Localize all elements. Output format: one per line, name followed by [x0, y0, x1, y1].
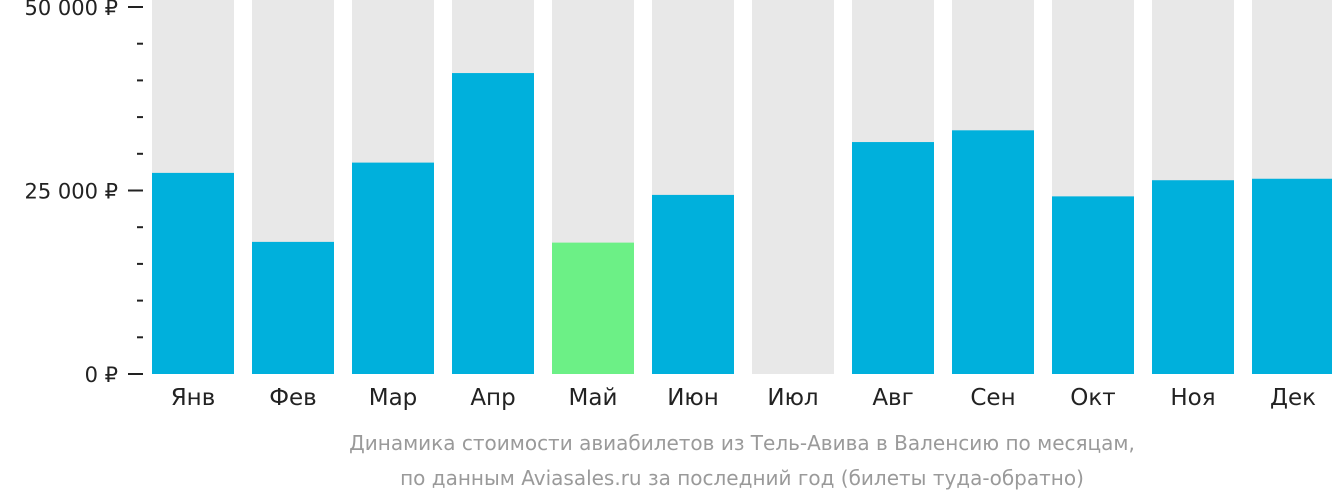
- bar-9: [952, 130, 1034, 374]
- price-bars: [152, 73, 1332, 374]
- caption-line-1: Динамика стоимости авиабилетов из Тель-А…: [349, 431, 1135, 455]
- x-tick-label: Авг: [872, 385, 913, 411]
- bar-8: [852, 142, 934, 374]
- bar-12: [1252, 178, 1332, 374]
- bar-10: [1052, 196, 1134, 374]
- bar-5: [552, 242, 634, 374]
- y-axis: 0 ₽ 25 000 ₽ 50 000 ₽: [24, 0, 143, 387]
- y-tick-label: 25 000 ₽: [24, 180, 118, 204]
- y-tick-label: 0 ₽: [85, 363, 118, 387]
- caption-line-2: по данным Aviasales.ru за последний год …: [400, 466, 1084, 490]
- x-tick-label: Июл: [767, 385, 818, 411]
- bar-1: [152, 172, 234, 374]
- bar-6: [652, 194, 734, 374]
- x-tick-label: Фев: [269, 385, 317, 411]
- x-tick-label: Янв: [171, 385, 216, 411]
- x-tick-label: Июн: [667, 385, 719, 411]
- x-tick-label: Ноя: [1170, 385, 1215, 411]
- x-tick-label: Дек: [1270, 385, 1316, 411]
- bar-2: [252, 241, 334, 374]
- background-bar-7: [752, 0, 834, 374]
- x-tick-label: Окт: [1070, 385, 1115, 411]
- x-axis: Янв Фев Мар Апр Май Июн Июл Авг Сен Окт Ноя Дек: [171, 385, 1316, 411]
- price-bar-chart: 0 ₽ 25 000 ₽ 50 000 ₽ Янв Фев Мар Апр Май Июн Ию…: [24, 0, 1332, 411]
- x-tick-label: Май: [569, 385, 618, 411]
- bar-3: [352, 162, 434, 374]
- x-tick-label: Апр: [470, 385, 515, 411]
- bar-11: [1152, 180, 1234, 374]
- x-tick-label: Мар: [369, 385, 418, 411]
- bar-4: [452, 73, 534, 374]
- y-tick-label: 50 000 ₽: [24, 0, 118, 20]
- x-tick-label: Сен: [970, 385, 1015, 411]
